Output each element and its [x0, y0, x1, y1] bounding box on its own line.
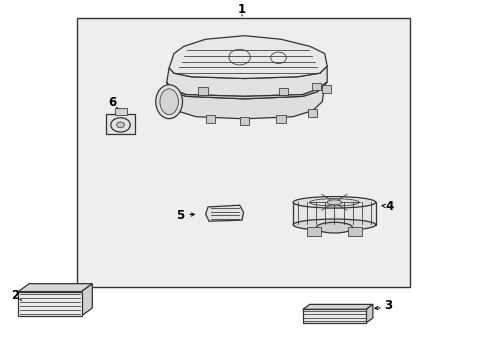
Bar	[307, 109, 317, 117]
Bar	[106, 114, 135, 134]
Polygon shape	[166, 82, 326, 99]
Polygon shape	[205, 205, 243, 221]
Bar	[198, 87, 207, 95]
Bar	[278, 88, 287, 95]
Ellipse shape	[156, 85, 182, 119]
Bar	[306, 226, 320, 235]
Polygon shape	[302, 304, 372, 309]
Text: 1: 1	[238, 3, 245, 16]
Ellipse shape	[316, 222, 352, 233]
Ellipse shape	[160, 89, 178, 114]
Text: 6: 6	[108, 96, 116, 109]
Bar	[205, 115, 215, 123]
Text: 4: 4	[385, 201, 393, 213]
Bar	[19, 292, 81, 316]
Bar	[302, 309, 366, 323]
Polygon shape	[166, 66, 326, 96]
Polygon shape	[81, 284, 92, 316]
Ellipse shape	[292, 219, 375, 230]
Text: 3: 3	[383, 299, 391, 312]
Ellipse shape	[292, 197, 375, 208]
Bar	[115, 108, 126, 115]
Polygon shape	[366, 304, 372, 323]
Ellipse shape	[326, 200, 341, 205]
Text: 2: 2	[11, 289, 19, 302]
Bar	[311, 83, 321, 90]
Bar	[239, 117, 249, 125]
Polygon shape	[19, 284, 92, 292]
Bar	[276, 115, 285, 123]
Bar	[77, 18, 409, 287]
Text: 5: 5	[176, 209, 184, 222]
Bar	[292, 202, 375, 225]
Polygon shape	[166, 85, 324, 119]
Polygon shape	[169, 36, 326, 78]
Bar	[347, 226, 361, 235]
Bar	[322, 85, 330, 93]
Circle shape	[116, 122, 124, 128]
